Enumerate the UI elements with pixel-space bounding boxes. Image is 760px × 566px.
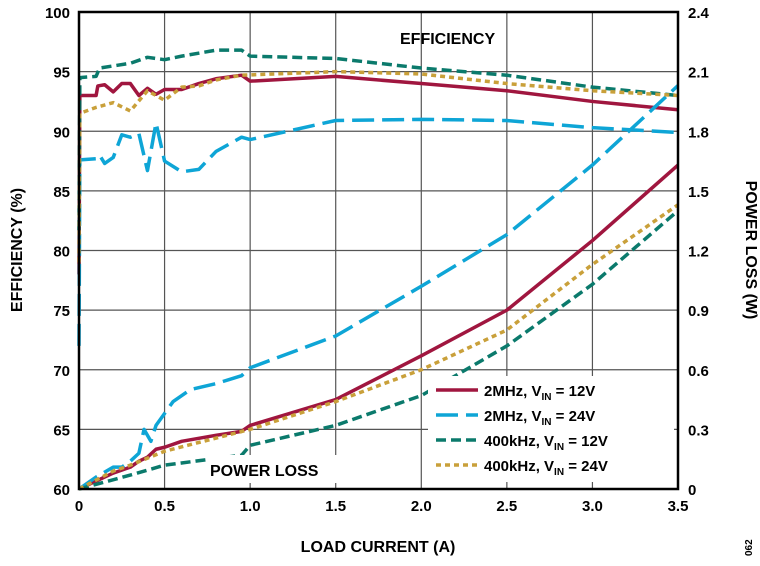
y2-tick-label: 1.8 (688, 124, 709, 141)
curves (77, 48, 680, 491)
x-axis-label: LOAD CURRENT (A) (301, 539, 456, 556)
x-tick-label: 2.0 (411, 498, 432, 515)
figure-id: 062 (744, 539, 755, 556)
x-tick-label: 1.0 (240, 498, 261, 515)
efficiency-annotation: EFFICIENCY (400, 31, 495, 48)
y2-tick-label: 0.9 (688, 303, 709, 320)
y-axis-label: EFFICIENCY (%) (9, 188, 26, 312)
efficiency-line-1 (77, 117, 679, 346)
y2-tick-label: 1.2 (688, 244, 709, 261)
y-tick-label: 60 (53, 482, 70, 499)
y-tick-label: 85 (53, 184, 70, 201)
x-tick-label: 0.5 (154, 498, 175, 515)
y2-tick-label: 0.3 (688, 422, 709, 439)
annotation-bg (206, 455, 376, 483)
y-tick-label: 70 (53, 363, 70, 380)
power-loss-line-0 (78, 163, 680, 491)
legend-background (428, 376, 674, 482)
plot-frame (77, 10, 680, 491)
y-tick-label: 65 (53, 422, 70, 439)
legend-label: 400kHz, VIN = 12V (484, 433, 608, 453)
efficiency-line-3 (77, 69, 679, 263)
ticks: 0 0.5 1.0 1.5 2.0 2.5 3.0 3.5 60 65 70 75 80 85 90 95 10… (45, 5, 710, 515)
x-tick-label: 3.5 (668, 498, 689, 515)
x-tick-label: 1.5 (325, 498, 346, 515)
y2-tick-label: 1.5 (688, 184, 709, 201)
legend-label: 400kHz, VIN = 24V (484, 458, 608, 478)
power-loss-annotation: POWER LOSS (210, 463, 319, 480)
legend-label: 2MHz, VIN = 24V (484, 408, 595, 428)
y-tick-label: 90 (53, 124, 70, 141)
y-tick-label: 75 (53, 303, 70, 320)
power-loss-line-3 (78, 203, 680, 491)
legend: 2MHz, VIN = 12V 2MHz, VIN = 24V 400kHz, VI… (428, 376, 674, 482)
y2-axis-label: POWER LOSS (W) (742, 181, 759, 320)
y2-tick-label: 2.1 (688, 65, 709, 82)
y2-tick-label: 2.4 (688, 5, 710, 22)
efficiency-line-0 (77, 73, 679, 275)
efficiency-line-2 (77, 48, 679, 231)
y-tick-label: 80 (53, 244, 70, 261)
y-tick-label: 100 (45, 5, 70, 22)
y2-tick-label: 0.6 (688, 363, 709, 380)
y-tick-label: 95 (53, 65, 70, 82)
legend-label: 2MHz, VIN = 12V (484, 383, 595, 403)
x-tick-label: 0 (75, 498, 83, 515)
y2-tick-label: 0 (688, 482, 696, 499)
x-tick-label: 2.5 (496, 498, 517, 515)
x-tick-label: 3.0 (582, 498, 603, 515)
